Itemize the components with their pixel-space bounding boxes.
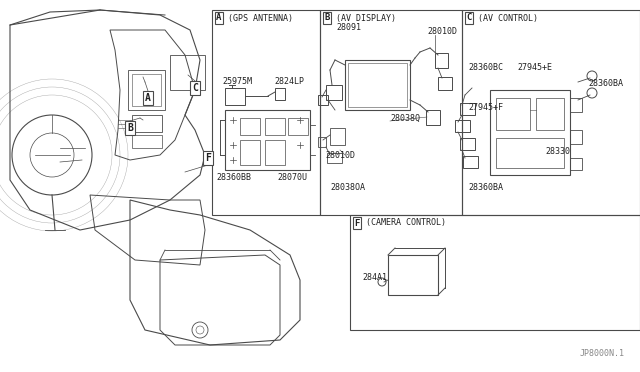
Bar — [275, 88, 285, 100]
Bar — [240, 140, 260, 165]
Bar — [570, 130, 582, 144]
Text: 25975M: 25975M — [222, 77, 252, 87]
Text: 28360BC: 28360BC — [468, 64, 503, 73]
Bar — [570, 158, 582, 170]
Bar — [460, 103, 475, 115]
Bar — [438, 77, 452, 90]
Bar — [225, 110, 310, 170]
Text: A: A — [216, 13, 221, 22]
Text: F: F — [355, 218, 360, 228]
Bar — [462, 10, 640, 215]
Text: C: C — [192, 83, 198, 93]
Bar — [265, 140, 285, 165]
Text: 28038Q: 28038Q — [390, 113, 420, 122]
Text: (GPS ANTENNA): (GPS ANTENNA) — [228, 13, 293, 22]
Bar — [490, 90, 570, 175]
Bar — [496, 98, 530, 130]
Text: 28010D: 28010D — [427, 28, 457, 36]
Text: (AV CONTROL): (AV CONTROL) — [478, 13, 538, 22]
Text: 28360BA: 28360BA — [468, 183, 503, 192]
Bar — [426, 110, 440, 125]
Text: 28360BB: 28360BB — [216, 173, 251, 183]
Text: JP8000N.1: JP8000N.1 — [580, 349, 625, 358]
Bar — [536, 98, 564, 130]
Text: 284A1: 284A1 — [362, 273, 387, 282]
Bar — [128, 70, 165, 110]
Text: 28330: 28330 — [545, 148, 570, 157]
Bar — [435, 53, 448, 68]
Text: B: B — [127, 123, 133, 133]
Bar — [170, 55, 205, 90]
Text: B: B — [324, 13, 330, 22]
Bar — [212, 10, 320, 215]
Text: F: F — [205, 153, 211, 163]
Bar — [320, 10, 462, 215]
Bar — [288, 118, 308, 135]
Bar — [570, 98, 582, 112]
Bar — [326, 85, 342, 100]
Text: (CAMERA CONTROL): (CAMERA CONTROL) — [366, 218, 446, 228]
Text: 27945+E: 27945+E — [517, 64, 552, 73]
Bar — [132, 74, 161, 106]
Text: 28360BA: 28360BA — [588, 80, 623, 89]
Bar — [132, 135, 162, 148]
Text: 28010D: 28010D — [325, 151, 355, 160]
Bar — [455, 120, 470, 132]
Bar — [327, 153, 342, 163]
Text: 27945+F: 27945+F — [468, 103, 503, 112]
Text: A: A — [145, 93, 151, 103]
Text: 28038OA: 28038OA — [330, 183, 365, 192]
Bar — [463, 156, 478, 168]
Bar — [318, 95, 328, 105]
Bar — [132, 115, 162, 132]
Bar — [460, 138, 475, 150]
Bar — [265, 118, 285, 135]
Bar — [225, 88, 245, 105]
Text: 28091: 28091 — [336, 23, 361, 32]
Bar — [318, 137, 326, 147]
Bar — [348, 63, 407, 107]
Text: (AV DISPLAY): (AV DISPLAY) — [336, 13, 396, 22]
Bar — [240, 118, 260, 135]
Bar — [388, 255, 438, 295]
Bar — [350, 215, 640, 330]
Text: 2824LP: 2824LP — [274, 77, 304, 87]
Bar — [345, 60, 410, 110]
Bar — [496, 138, 564, 168]
Text: 28070U: 28070U — [277, 173, 307, 183]
Text: C: C — [467, 13, 472, 22]
Bar — [330, 128, 345, 145]
